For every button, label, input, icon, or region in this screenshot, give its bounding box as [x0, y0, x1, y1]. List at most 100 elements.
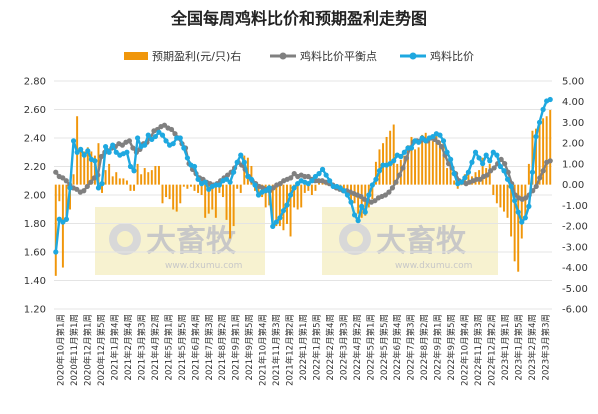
- series-point-ratio: [266, 185, 272, 191]
- profit-bar: [481, 157, 484, 185]
- profit-bar: [325, 184, 328, 186]
- profit-bar: [193, 184, 196, 191]
- profit-bar: [492, 184, 495, 195]
- profit-bar: [517, 184, 520, 272]
- series-point-ratio: [99, 181, 105, 187]
- series-point-ratio: [241, 159, 247, 165]
- series-point-breakeven: [491, 165, 497, 171]
- series-point-ratio: [177, 135, 183, 141]
- series-point-ratio: [419, 135, 425, 141]
- series-point-ratio: [483, 152, 489, 158]
- series-lines: [53, 96, 553, 255]
- series-point-ratio: [369, 182, 375, 188]
- profit-bar: [385, 136, 388, 185]
- profit-bar: [303, 184, 306, 193]
- series-point-ratio: [391, 158, 397, 164]
- series-point-ratio: [504, 176, 511, 182]
- profit-bar: [232, 184, 235, 227]
- profit-bar: [310, 184, 313, 195]
- series-point-ratio: [366, 192, 372, 198]
- series-point-ratio: [63, 216, 70, 222]
- profit-bar: [125, 180, 128, 185]
- series-point-ratio: [152, 133, 158, 140]
- series-point-breakeven: [393, 179, 399, 185]
- profit-bar: [278, 184, 281, 227]
- profit-bar: [104, 170, 107, 185]
- series-point-ratio: [277, 215, 283, 221]
- series-point-ratio: [312, 173, 319, 180]
- right-tick-label: 3.00: [562, 118, 584, 129]
- profit-bar: [246, 157, 249, 185]
- x-tick-label: 2022年12月第2周: [486, 314, 497, 386]
- legend-label-ratio: 鸡料比价: [430, 49, 474, 63]
- series-point-ratio: [287, 192, 294, 198]
- profit-bar: [374, 161, 377, 185]
- profit-bar: [154, 165, 157, 185]
- profit-bar: [236, 184, 239, 189]
- series-point-ratio: [330, 183, 336, 190]
- series-point-breakeven: [505, 169, 511, 175]
- x-tick-label: 2021年5月第1周: [163, 314, 174, 380]
- series-point-ratio: [184, 155, 190, 161]
- series-point-ratio: [142, 142, 148, 148]
- right-tick-label: -3.00: [562, 242, 588, 253]
- series-point-breakeven: [84, 183, 90, 190]
- series-point-ratio: [547, 96, 553, 103]
- profit-bar: [257, 184, 260, 198]
- series-point-ratio: [373, 176, 379, 182]
- series-point-ratio: [462, 175, 468, 181]
- profit-bar: [97, 143, 100, 185]
- right-tick-label: 4.00: [562, 97, 584, 108]
- profit-bar: [296, 184, 299, 210]
- series-point-ratio: [401, 149, 407, 155]
- profit-bar: [133, 184, 136, 191]
- legend-swatch-profit: [124, 52, 148, 60]
- profit-bar: [435, 132, 438, 185]
- profit-bar: [58, 184, 61, 202]
- profit-bar: [218, 184, 221, 193]
- profit-bar: [371, 184, 374, 200]
- x-tick-label: 2020年11月第1周: [69, 314, 80, 386]
- series-point-ratio: [67, 185, 73, 191]
- left-tick-label: 2.20: [24, 162, 46, 173]
- profit-bar: [182, 184, 185, 187]
- series-point-ratio: [480, 161, 486, 167]
- series-point-breakeven: [488, 168, 494, 174]
- profit-bar: [168, 184, 171, 200]
- profit-bar: [65, 184, 68, 222]
- series-point-breakeven: [288, 175, 294, 181]
- right-tick-label: 5.00: [562, 77, 584, 88]
- series-point-ratio: [174, 135, 180, 141]
- legend-marker-ratio: [409, 52, 417, 60]
- legend-marker-breakeven: [279, 52, 287, 60]
- profit-bar: [129, 184, 132, 191]
- series-point-ratio: [248, 176, 255, 182]
- series-point-breakeven: [389, 185, 396, 191]
- profit-bar: [189, 184, 192, 187]
- series-point-ratio: [85, 148, 91, 154]
- profit-bar: [378, 149, 381, 185]
- right-tick-label: -1.00: [562, 201, 588, 212]
- series-point-ratio: [540, 106, 546, 113]
- series-point-breakeven: [91, 175, 97, 181]
- profit-bar: [157, 165, 160, 185]
- series-point-ratio: [206, 186, 212, 192]
- profit-bar: [538, 122, 541, 185]
- profit-bar: [250, 165, 253, 185]
- left-tick-label: 2.60: [24, 105, 46, 116]
- series-point-breakeven: [60, 175, 66, 181]
- series-point-ratio: [309, 178, 315, 184]
- series-point-ratio: [223, 176, 230, 182]
- series-point-breakeven: [502, 161, 508, 167]
- profit-bar: [179, 184, 182, 204]
- series-point-ratio: [245, 173, 251, 180]
- x-tick-label: 2021年9月第5周: [244, 314, 255, 380]
- series-point-breakeven: [382, 192, 389, 198]
- right-tick-label: 0.00: [562, 180, 584, 191]
- series-point-ratio: [131, 168, 137, 174]
- profit-bar: [136, 163, 139, 185]
- left-tick-label: 2.00: [24, 191, 46, 202]
- profit-bar: [403, 155, 406, 185]
- x-tick-label: 2022年3月第3周: [338, 314, 349, 380]
